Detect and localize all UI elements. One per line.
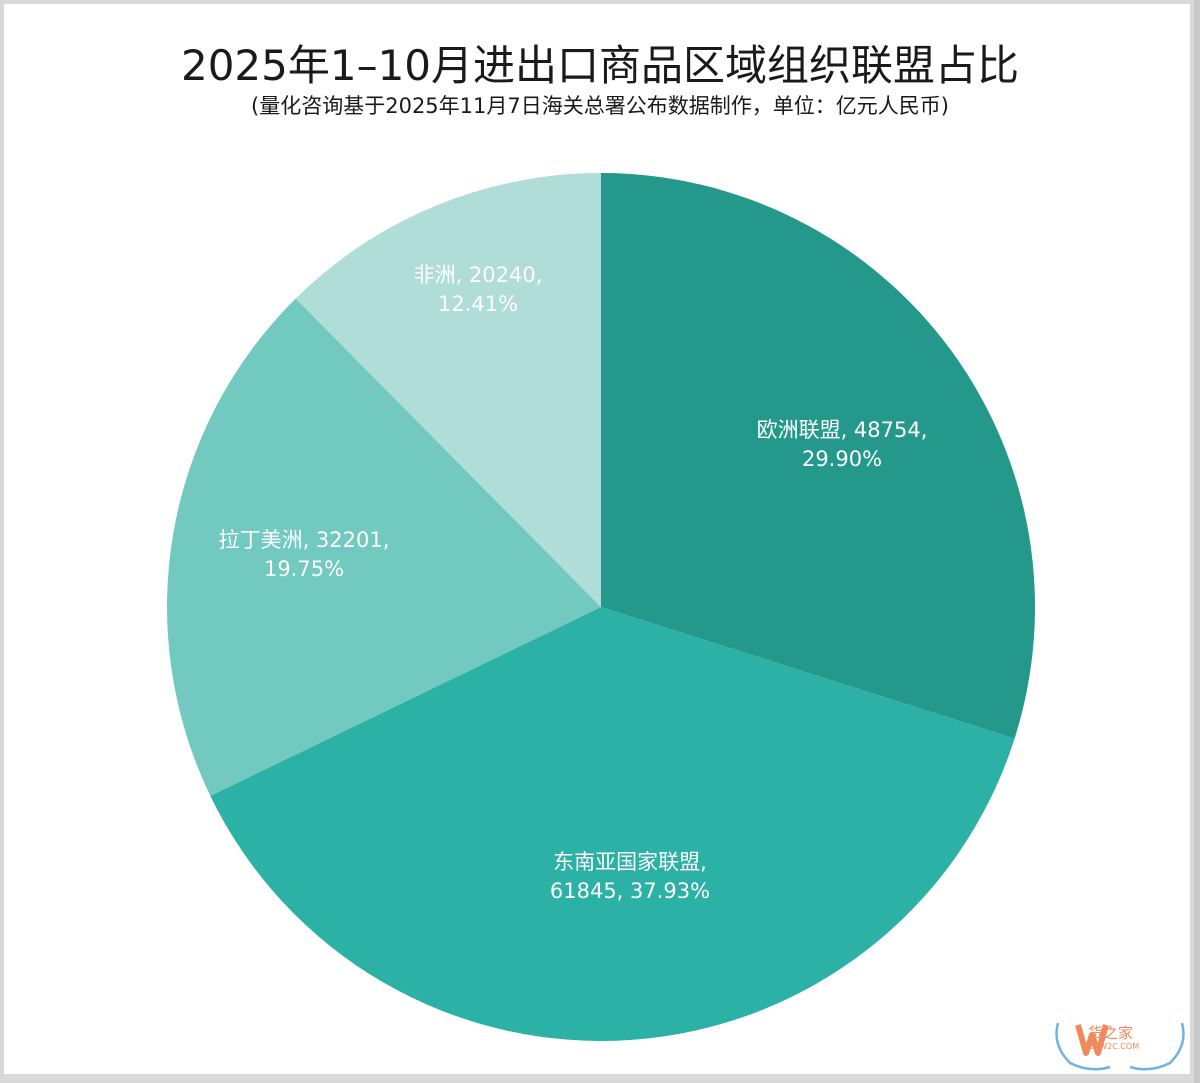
label-latam-line1: 拉丁美洲, 32201, (218, 528, 390, 552)
label-latam: 拉丁美洲, 32201, 19.75% (219, 526, 390, 584)
label-asean: 东南亚国家联盟, 61845, 37.93% (550, 848, 710, 906)
logo-site: 51W2C.COM (1089, 1042, 1140, 1051)
label-asean-line1: 东南亚国家联盟, (553, 850, 707, 874)
label-asean-line2: 61845, 37.93% (549, 879, 711, 903)
label-latam-line2: 19.75% (263, 557, 345, 581)
label-eu: 欧洲联盟, 48754, 29.90% (757, 416, 928, 474)
logo-brand: 货之家 (1088, 1024, 1134, 1042)
label-africa: 非洲, 20240, 12.41% (414, 261, 543, 319)
right-border (1194, 0, 1200, 1083)
w-mark-icon (1075, 1024, 1109, 1056)
label-africa-line1: 非洲, 20240, (413, 263, 543, 287)
watermark-logo (1055, 1022, 1185, 1071)
slice-eu (601, 173, 1036, 739)
label-eu-line2: 29.90% (801, 447, 883, 471)
slice-africa (295, 172, 601, 607)
chart-title: 2025年1–10月进出口商品区域组织联盟占比 (180, 41, 1020, 90)
label-africa-line2: 12.41% (437, 292, 519, 316)
label-eu-line1: 欧洲联盟, 48754, (756, 418, 928, 442)
slice-asean (210, 607, 1015, 1041)
chart-subtitle: (量化咨询基于2025年11月7日海关总署公布数据制作，单位：亿元人民币) (251, 94, 949, 118)
slice-latam (167, 298, 601, 796)
